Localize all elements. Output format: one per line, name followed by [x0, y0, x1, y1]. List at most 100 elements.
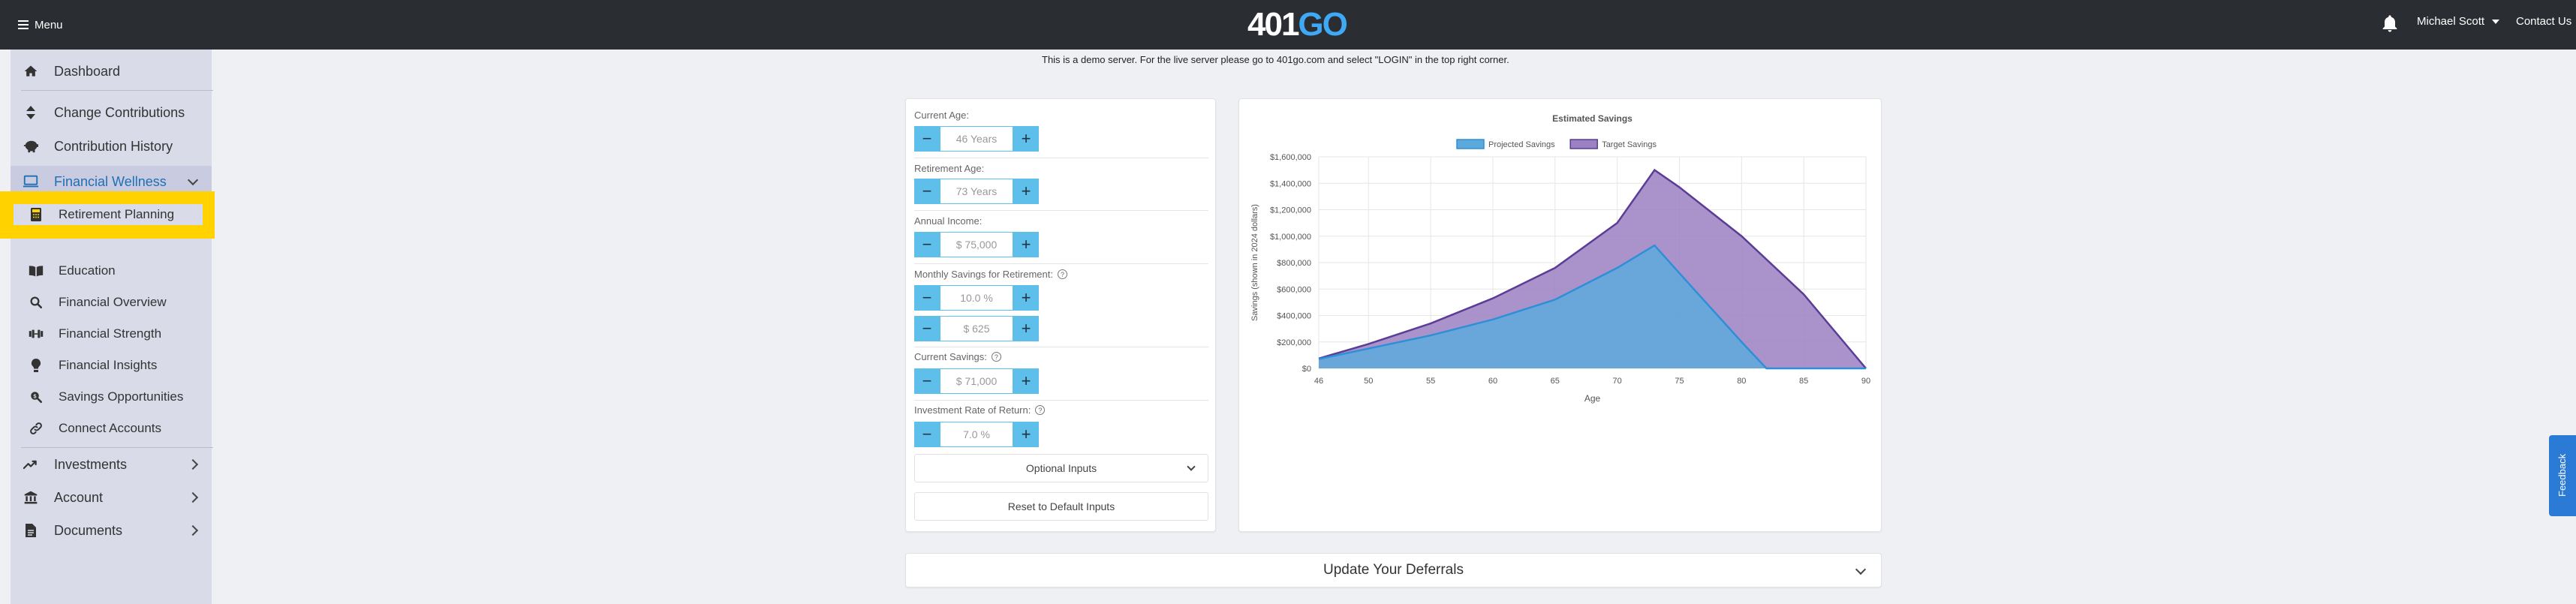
- retirement-age-value[interactable]: 73 Years: [940, 179, 1013, 204]
- caret-down-icon: [2492, 19, 2500, 24]
- separator: [914, 400, 1208, 401]
- increment-button[interactable]: +: [1013, 232, 1039, 257]
- increment-button[interactable]: +: [1013, 285, 1039, 311]
- current-age-value[interactable]: 46 Years: [940, 126, 1013, 152]
- x-tick-label: 90: [1861, 377, 1870, 386]
- help-icon[interactable]: ?: [1035, 405, 1046, 415]
- x-tick-label: 65: [1551, 377, 1560, 386]
- increment-button[interactable]: +: [1013, 179, 1039, 204]
- chevron-down-icon: [1187, 462, 1196, 471]
- sidebar-divider: [21, 447, 213, 448]
- annual-income-label: Annual Income:: [914, 215, 983, 227]
- current-age-label: Current Age:: [914, 110, 969, 121]
- logo[interactable]: 401GO: [1247, 6, 1348, 43]
- bell-icon[interactable]: [2379, 13, 2400, 35]
- y-tick-label: $400,000: [1277, 312, 1311, 321]
- current-savings-stepper[interactable]: − $ 71,000 +: [914, 368, 1039, 394]
- y-tick-label: $1,000,000: [1270, 233, 1311, 242]
- reset-default-inputs-button[interactable]: Reset to Default Inputs: [914, 492, 1208, 521]
- sidebar-item-dashboard[interactable]: Dashboard: [11, 59, 212, 84]
- monthly-savings-amount-value[interactable]: $ 625: [940, 316, 1013, 341]
- series-line: [1318, 244, 1866, 370]
- hamburger-icon: [18, 20, 29, 29]
- x-tick-label: 46: [1314, 377, 1323, 386]
- x-tick-label: 50: [1364, 377, 1373, 386]
- y-tick-label: $200,000: [1277, 338, 1311, 347]
- help-icon[interactable]: ?: [991, 352, 1001, 362]
- x-axis-label: Age: [1584, 393, 1601, 404]
- sidebar-subitem-financial-overview[interactable]: Financial Overview: [11, 290, 212, 315]
- sidebar-item-documents[interactable]: Documents: [11, 515, 212, 545]
- sidebar-subitem-education[interactable]: Education: [11, 258, 212, 284]
- sidebar-item-investments[interactable]: Investments: [11, 449, 212, 479]
- decrement-button[interactable]: −: [914, 422, 940, 447]
- laptop-icon: [23, 173, 39, 190]
- increment-button[interactable]: +: [1013, 368, 1039, 394]
- trend-up-icon: [23, 456, 39, 473]
- chevron-right-icon: [187, 458, 199, 470]
- search-icon: [29, 295, 44, 310]
- y-tick-label: $1,600,000: [1270, 153, 1311, 162]
- decrement-button[interactable]: −: [914, 316, 940, 341]
- search-dollar-icon: $: [29, 389, 44, 404]
- y-tick-label: $600,000: [1277, 285, 1311, 294]
- increment-button[interactable]: +: [1013, 422, 1039, 447]
- user-menu[interactable]: Michael Scott: [2417, 15, 2500, 28]
- x-tick-label: 60: [1488, 377, 1497, 386]
- x-tick-label: 70: [1613, 377, 1622, 386]
- optional-inputs-toggle[interactable]: Optional Inputs: [914, 454, 1208, 482]
- investment-rate-value[interactable]: 7.0 %: [940, 422, 1013, 447]
- user-name: Michael Scott: [2417, 15, 2485, 28]
- annual-income-stepper[interactable]: − $ 75,000 +: [914, 232, 1039, 257]
- sidebar: Dashboard Change Contributions Contribut…: [11, 50, 213, 604]
- dumbbell-icon: [29, 326, 44, 341]
- sidebar-subitem-connect-accounts[interactable]: Connect Accounts: [11, 416, 212, 441]
- y-axis-label: Savings (shown in 2024 dollars): [1250, 204, 1259, 321]
- estimated-savings-chart-panel: Estimated Savings Projected Savings Target…: [1238, 98, 1882, 532]
- calculator-icon: [29, 207, 44, 222]
- retirement-age-stepper[interactable]: − 73 Years +: [914, 179, 1039, 204]
- sidebar-divider: [21, 90, 213, 91]
- file-icon: [23, 522, 39, 539]
- help-icon[interactable]: ?: [1057, 269, 1067, 279]
- update-deferrals-toggle[interactable]: Update Your Deferrals: [905, 553, 1882, 587]
- increment-button[interactable]: +: [1013, 126, 1039, 152]
- sidebar-item-contribution-history[interactable]: Contribution History: [11, 134, 212, 159]
- monthly-savings-amount-stepper[interactable]: − $ 625 +: [914, 316, 1039, 341]
- legend-label: Projected Savings: [1488, 140, 1555, 149]
- annual-income-value[interactable]: $ 75,000: [940, 232, 1013, 257]
- y-tick-label: $0: [1302, 365, 1311, 374]
- decrement-button[interactable]: −: [914, 126, 940, 152]
- x-tick-label: 80: [1737, 377, 1746, 386]
- y-tick-label: $800,000: [1277, 259, 1311, 268]
- monthly-savings-label: Monthly Savings for Retirement: ?: [914, 269, 1067, 280]
- y-tick-label: $1,200,000: [1270, 206, 1311, 215]
- sidebar-subitem-financial-strength[interactable]: Financial Strength: [11, 321, 212, 347]
- decrement-button[interactable]: −: [914, 179, 940, 204]
- sidebar-subitem-financial-insights[interactable]: Financial Insights: [11, 353, 212, 378]
- decrement-button[interactable]: −: [914, 368, 940, 394]
- investment-rate-stepper[interactable]: − 7.0 % +: [914, 422, 1039, 447]
- contact-us-link[interactable]: Contact Us: [2516, 15, 2572, 28]
- sidebar-item-change-contributions[interactable]: Change Contributions: [11, 100, 212, 125]
- bank-icon: [23, 489, 39, 506]
- current-age-stepper[interactable]: − 46 Years +: [914, 126, 1039, 152]
- chevron-right-icon: [187, 524, 199, 536]
- chevron-right-icon: [187, 491, 199, 503]
- increment-button[interactable]: +: [1013, 316, 1039, 341]
- legend-label: Target Savings: [1602, 140, 1657, 149]
- monthly-savings-percent-stepper[interactable]: − 10.0 % +: [914, 285, 1039, 311]
- decrement-button[interactable]: −: [914, 285, 940, 311]
- sidebar-subitem-retirement-planning[interactable]: Retirement Planning: [11, 202, 200, 227]
- sidebar-subitem-savings-opportunities[interactable]: $ Savings Opportunities: [11, 384, 212, 410]
- sidebar-item-account[interactable]: Account: [11, 482, 212, 512]
- menu-button[interactable]: Menu: [18, 14, 63, 36]
- series-line: [1318, 168, 1867, 369]
- lightbulb-icon: [29, 358, 44, 373]
- decrement-button[interactable]: −: [914, 232, 940, 257]
- feedback-tab[interactable]: Feedback: [2549, 435, 2576, 516]
- book-icon: [29, 263, 44, 278]
- monthly-savings-percent-value[interactable]: 10.0 %: [940, 285, 1013, 311]
- legend-swatch: [1569, 139, 1598, 149]
- current-savings-value[interactable]: $ 71,000: [940, 368, 1013, 394]
